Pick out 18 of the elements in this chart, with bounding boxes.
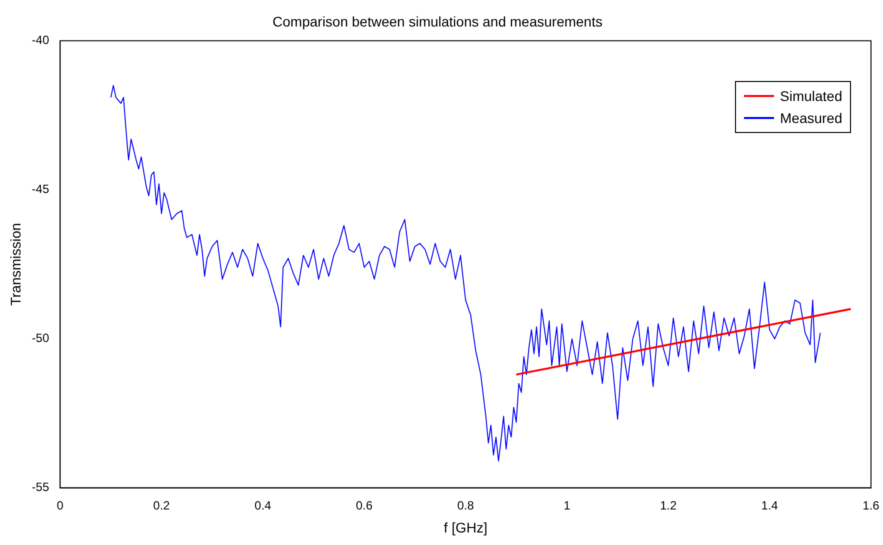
y-tick-label: -55 bbox=[32, 480, 50, 494]
legend-label: Measured bbox=[780, 108, 842, 128]
y-tick-label: -40 bbox=[32, 33, 50, 48]
y-axis-title: Transmission bbox=[7, 222, 24, 306]
legend-label: Simulated bbox=[780, 86, 842, 106]
y-tick-label: -50 bbox=[32, 331, 50, 346]
x-tick-label: 1 bbox=[564, 498, 571, 512]
x-tick-label: 0.8 bbox=[457, 498, 474, 512]
x-tick-label: 0.6 bbox=[356, 498, 373, 512]
x-tick-label: 1.2 bbox=[660, 498, 677, 512]
chart-title: Comparison between simulations and measurements bbox=[272, 13, 602, 30]
x-tick-label: 0 bbox=[56, 498, 64, 512]
y-tick-label: -45 bbox=[32, 182, 50, 196]
x-axis-title: f [GHz] bbox=[444, 519, 488, 536]
x-tick-label: 1.6 bbox=[862, 498, 880, 512]
x-tick-label: 0.2 bbox=[153, 498, 170, 512]
x-tick-label: 0.4 bbox=[254, 498, 272, 512]
x-tick-label: 1.4 bbox=[761, 498, 778, 512]
